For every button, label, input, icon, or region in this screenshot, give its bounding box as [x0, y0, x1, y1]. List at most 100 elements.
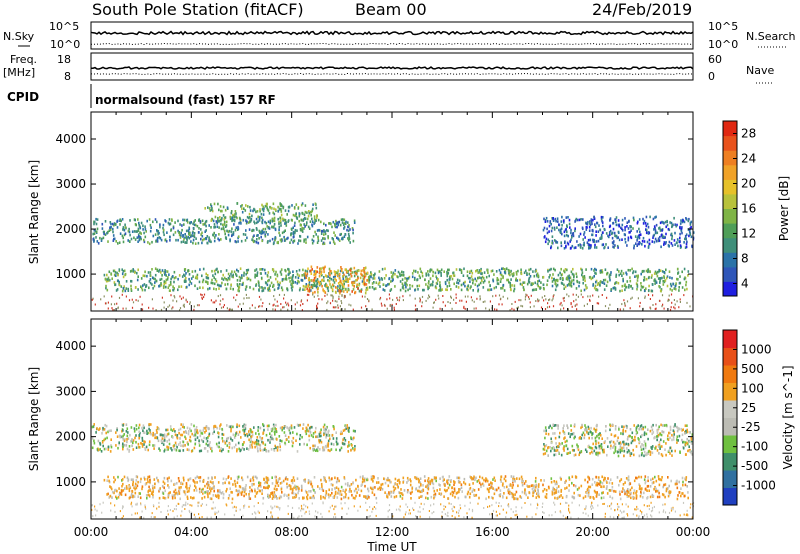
range-cell — [337, 285, 339, 288]
range-cell — [564, 481, 566, 484]
range-cell — [243, 274, 245, 277]
range-cell — [587, 491, 590, 494]
range-cell — [274, 493, 276, 497]
range-cell — [522, 286, 525, 289]
range-cell — [535, 496, 538, 499]
nsky-tick-bottom: 10^0 — [50, 38, 80, 51]
range-cell — [114, 283, 117, 286]
range-cell — [534, 270, 537, 273]
range-cell — [594, 246, 596, 249]
range-cell — [448, 475, 451, 478]
range-cell — [455, 296, 457, 299]
range-cell — [173, 428, 175, 431]
range-cell — [126, 427, 129, 430]
range-cell — [193, 496, 195, 500]
range-cell — [115, 489, 117, 492]
range-cell — [673, 306, 675, 309]
range-cell — [615, 216, 618, 219]
range-cell — [210, 240, 212, 244]
range-cell — [342, 290, 345, 293]
range-cell — [222, 223, 224, 227]
range-cell — [219, 205, 222, 208]
range-cell — [139, 496, 142, 500]
range-cell — [448, 268, 450, 272]
range-cell — [158, 488, 161, 492]
range-cell — [429, 480, 432, 483]
range-cell — [257, 215, 259, 219]
range-cell — [229, 238, 231, 241]
range-cell — [362, 269, 364, 272]
range-cell — [621, 284, 624, 288]
range-cell — [311, 286, 314, 290]
range-cell — [687, 496, 689, 500]
range-cell — [184, 236, 186, 240]
nsearch-tick-top: 10^5 — [708, 20, 738, 33]
range-cell — [553, 226, 556, 230]
range-cell — [125, 430, 128, 433]
range-cell — [474, 476, 477, 480]
range-cell — [118, 269, 121, 273]
range-cell — [678, 286, 680, 289]
range-cell — [550, 222, 552, 226]
range-cell — [296, 485, 299, 489]
range-cell — [613, 489, 615, 493]
range-cell — [261, 492, 263, 495]
range-cell — [304, 480, 306, 483]
range-cell — [281, 481, 283, 484]
range-cell — [117, 307, 119, 310]
range-cell — [164, 269, 166, 272]
range-cell — [130, 287, 132, 291]
range-cell — [327, 448, 330, 452]
range-cell — [645, 228, 647, 231]
range-cell — [668, 244, 670, 248]
range-cell — [355, 272, 358, 276]
range-cell — [335, 286, 337, 289]
range-cell — [239, 220, 242, 224]
range-cell — [570, 302, 572, 304]
range-cell — [678, 480, 680, 484]
range-cell — [299, 423, 301, 427]
range-cell — [450, 275, 452, 278]
range-cell — [606, 492, 609, 495]
range-cell — [674, 231, 676, 235]
range-cell — [651, 274, 653, 277]
range-cell — [249, 209, 252, 212]
range-cell — [417, 489, 419, 493]
range-cell — [201, 274, 203, 278]
range-cell — [513, 287, 516, 291]
range-cell — [146, 274, 148, 278]
range-cell — [299, 437, 301, 441]
range-cell — [338, 295, 340, 298]
range-cell — [319, 268, 321, 272]
range-cell — [274, 444, 276, 448]
range-cell — [654, 231, 657, 235]
range-cell — [565, 227, 567, 231]
range-cell — [332, 443, 335, 446]
range-cell — [681, 476, 684, 480]
range-cell — [152, 277, 155, 280]
range-cell — [537, 300, 539, 303]
range-cell — [248, 430, 250, 433]
range-cell — [663, 241, 666, 244]
range-cell — [460, 268, 463, 272]
range-cell — [133, 236, 135, 240]
range-cell — [320, 497, 322, 500]
range-cell — [122, 240, 125, 244]
range-cell — [626, 221, 629, 224]
range-cell — [315, 449, 317, 452]
range-cell — [386, 495, 388, 498]
range-cell — [115, 223, 117, 226]
range-cell — [258, 219, 261, 222]
range-cell — [418, 480, 420, 484]
range-cell — [507, 491, 510, 495]
range-cell — [659, 235, 661, 239]
range-cell — [277, 205, 279, 209]
range-cell — [669, 282, 672, 286]
range-cell — [486, 479, 489, 483]
range-cell — [650, 276, 653, 279]
range-cell — [137, 288, 139, 291]
range-cell — [209, 480, 212, 484]
range-cell — [145, 482, 148, 485]
range-cell — [279, 482, 282, 485]
range-cell — [264, 268, 266, 272]
